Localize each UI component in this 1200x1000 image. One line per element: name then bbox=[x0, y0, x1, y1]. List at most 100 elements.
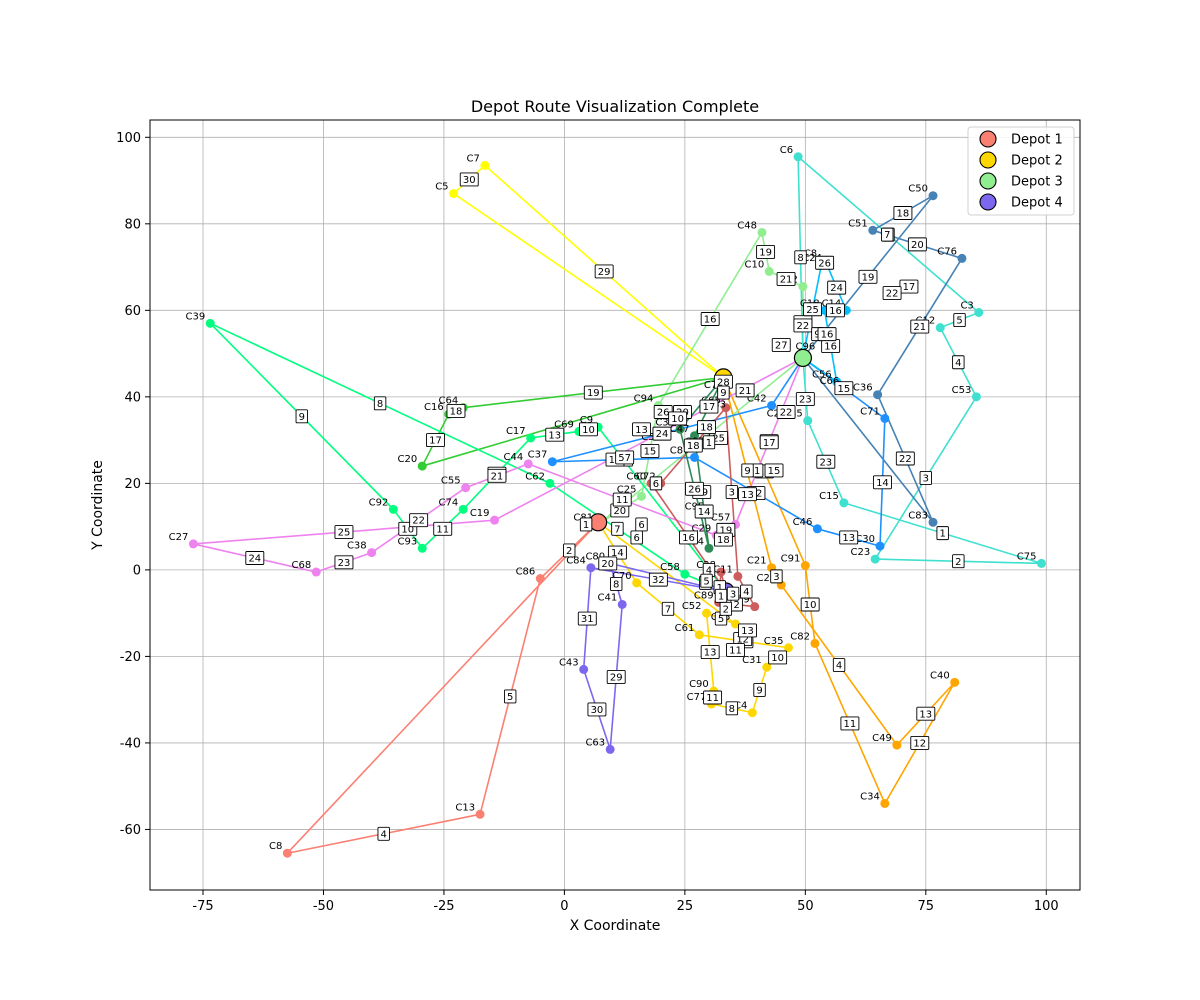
customer-label: C29 bbox=[691, 523, 711, 534]
sequence-label-box bbox=[725, 485, 739, 499]
sequence-label: 22 bbox=[895, 451, 915, 466]
sequence-label: 1 bbox=[579, 517, 593, 532]
sequence-label-text: 19 bbox=[862, 272, 875, 283]
sequence-label-text: 14 bbox=[758, 467, 771, 478]
sequence-label-box bbox=[563, 543, 576, 558]
customer-label: C5 bbox=[435, 182, 448, 193]
sequence-label-box bbox=[893, 206, 913, 220]
sequence-label-text: 4 bbox=[743, 587, 749, 598]
sequence-label-box bbox=[700, 312, 720, 326]
sequence-label: 3 bbox=[919, 471, 933, 485]
sequence-label-box bbox=[764, 463, 784, 478]
customer-label: C39 bbox=[186, 311, 206, 322]
sequence-label-box bbox=[612, 492, 632, 507]
sequence-label: 5 bbox=[503, 689, 517, 704]
sequence-label-text: 25 bbox=[806, 305, 819, 316]
customer-point bbox=[873, 390, 883, 400]
sequence-label-text: 18 bbox=[687, 441, 700, 452]
y-tick-label: 40 bbox=[124, 390, 141, 405]
customer-point bbox=[311, 567, 321, 577]
customer-label: C16 bbox=[424, 402, 444, 413]
customer-point bbox=[767, 401, 777, 411]
sequence-label: 18 bbox=[893, 206, 913, 220]
sequence-label: 18 bbox=[683, 438, 703, 453]
sequence-label-box bbox=[832, 658, 846, 673]
route-line bbox=[452, 164, 724, 379]
customer-point bbox=[730, 619, 740, 629]
customer-point bbox=[798, 282, 808, 292]
sequence-label-box bbox=[771, 337, 791, 352]
customer-label: C84 bbox=[566, 556, 586, 567]
sequence-label-box bbox=[459, 172, 479, 187]
customer-point bbox=[547, 457, 557, 467]
customer-label: C83 bbox=[908, 510, 928, 521]
sequence-label-text: 29 bbox=[598, 267, 611, 278]
customer-label: C7 bbox=[467, 153, 480, 164]
customer-label: C35 bbox=[764, 636, 784, 647]
sequence-label-text: 23 bbox=[799, 395, 812, 406]
sequence-label: 13 bbox=[700, 645, 720, 660]
sequence-label-box bbox=[700, 645, 720, 660]
sequence-label-text: 12 bbox=[736, 635, 749, 646]
sequence-label-text: 13 bbox=[919, 709, 932, 720]
sequence-label-text: 10 bbox=[401, 524, 414, 535]
sequence-label: 21 bbox=[910, 319, 930, 334]
sequence-label-text: 12 bbox=[609, 455, 622, 466]
sequence-label: 1 bbox=[750, 463, 764, 478]
customer-label: C3 bbox=[960, 301, 973, 312]
sequence-label-box bbox=[607, 545, 627, 560]
sequence-label-text: 16 bbox=[829, 306, 842, 317]
customer-label: C51 bbox=[848, 218, 868, 229]
sequence-label-box bbox=[741, 463, 754, 478]
sequence-label-box bbox=[858, 269, 878, 284]
sequence-label-box bbox=[446, 403, 466, 418]
sequence-label-box bbox=[700, 573, 713, 588]
sequence-label-box bbox=[703, 690, 723, 705]
sequence-label-box bbox=[936, 526, 949, 541]
customer-label: C36 bbox=[853, 383, 873, 394]
sequence-label-text: 17 bbox=[429, 436, 442, 447]
sequence-label-text: 11 bbox=[844, 719, 857, 730]
y-tick-label: 20 bbox=[124, 477, 141, 492]
sequence-label-text: 16 bbox=[821, 330, 834, 341]
sequence-label-box bbox=[668, 411, 688, 426]
sequence-label-box bbox=[579, 517, 593, 532]
sequence-label: 2 bbox=[563, 543, 576, 558]
customer-point bbox=[868, 225, 878, 235]
sequence-label: 13 bbox=[738, 487, 757, 502]
sequence-label-text: 14 bbox=[876, 478, 889, 489]
sequence-label-text: 24 bbox=[248, 554, 261, 565]
legend-entry-label: Depot 1 bbox=[1011, 133, 1063, 148]
customer-label: C20 bbox=[398, 454, 418, 465]
sequence-label: 13 bbox=[632, 422, 651, 437]
sequence-label: 4 bbox=[832, 658, 846, 673]
customer-point bbox=[586, 563, 596, 573]
sequence-label-text: 22 bbox=[780, 408, 793, 419]
sequence-label-text: 21 bbox=[739, 386, 752, 397]
sequence-label-text: 10 bbox=[771, 653, 784, 664]
sequence-label-box bbox=[817, 327, 837, 342]
customer-point bbox=[783, 643, 793, 653]
sequence-label-text: 10 bbox=[804, 600, 817, 611]
sequence-label: 30 bbox=[587, 702, 607, 717]
sequence-label-text: 17 bbox=[703, 402, 716, 413]
legend-marker bbox=[979, 193, 997, 211]
sequence-label-text: 11 bbox=[436, 524, 449, 535]
sequence-label-box bbox=[610, 576, 623, 591]
legend-box bbox=[967, 126, 1075, 216]
customer-point bbox=[605, 744, 615, 754]
sequence-label: 6 bbox=[649, 476, 663, 491]
sequence-label-box bbox=[952, 554, 965, 569]
sequence-label-box bbox=[872, 475, 892, 490]
sequence-label: 10 bbox=[768, 650, 788, 665]
sequence-label: 16 bbox=[679, 530, 698, 545]
sequence-label-text: 16 bbox=[682, 533, 695, 544]
sequence-label-box bbox=[373, 396, 387, 411]
customer-label: C9 bbox=[580, 415, 593, 426]
sequence-label: 19 bbox=[583, 385, 603, 400]
customer-label: C71 bbox=[860, 406, 880, 417]
sequence-label: 19 bbox=[858, 269, 878, 284]
sequence-label-text: 23 bbox=[338, 558, 351, 569]
customer-label: C49 bbox=[872, 733, 892, 744]
